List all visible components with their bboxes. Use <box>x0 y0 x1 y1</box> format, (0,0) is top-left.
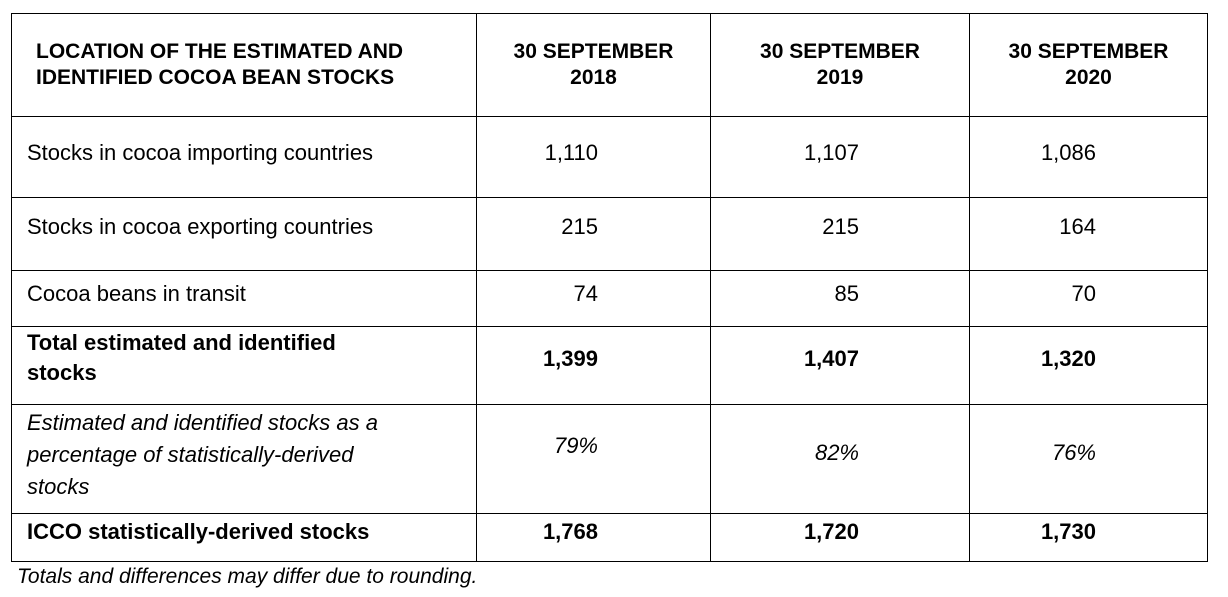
row-label-line1: Estimated and identified stocks as a <box>27 410 378 435</box>
cell-2020: 1,730 <box>969 513 1208 562</box>
cell-value: 1,768 <box>542 519 598 544</box>
header-2018-line2: 2018 <box>570 66 617 89</box>
header-2020-line2: 2020 <box>1065 66 1112 89</box>
header-2019: 30 SEPTEMBER 2019 <box>710 13 970 117</box>
header-2020: 30 SEPTEMBER 2020 <box>969 13 1208 117</box>
header-2020-line1: 30 SEPTEMBER <box>1008 40 1169 63</box>
cell-value: 1,720 <box>803 519 859 544</box>
header-location-line2: IDENTIFIED COCOA BEAN STOCKS <box>36 66 395 89</box>
cell-2020: 1,086 <box>969 116 1208 198</box>
cell-2019: 1,407 <box>710 326 970 405</box>
row-label-line3: stocks <box>27 474 90 499</box>
table-row-importing-stocks: Stocks in cocoa importing countries 1,11… <box>11 116 1208 198</box>
cell-value: 79% <box>553 433 598 458</box>
cell-2020: 76% <box>969 404 1208 514</box>
cell-2018: 215 <box>476 197 711 271</box>
cell-value: 1,086 <box>1040 140 1096 165</box>
header-2018: 30 SEPTEMBER 2018 <box>476 13 711 117</box>
table-row-icco-stocks: ICCO statistically-derived stocks 1,768 … <box>11 513 1208 562</box>
row-label: Estimated and identified stocks as a per… <box>11 404 477 514</box>
cocoa-stocks-table: LOCATION OF THE ESTIMATED AND IDENTIFIED… <box>11 13 1208 562</box>
row-label: Stocks in cocoa exporting countries <box>11 197 477 271</box>
row-label-line2: stocks <box>27 360 97 385</box>
table-row-exporting-stocks: Stocks in cocoa exporting countries 215 … <box>11 197 1208 271</box>
cell-2018: 79% <box>476 404 711 514</box>
cell-value: 1,110 <box>544 140 598 165</box>
row-label: Total estimated and identified stocks <box>11 326 477 405</box>
row-label-line2: percentage of statistically-derived <box>27 442 354 467</box>
cell-2018: 1,110 <box>476 116 711 198</box>
header-2019-line1: 30 SEPTEMBER <box>760 40 920 63</box>
cell-value: 76% <box>1051 440 1096 465</box>
cell-value: 164 <box>1059 214 1096 239</box>
cell-2020: 164 <box>969 197 1208 271</box>
cell-value: 1,107 <box>803 140 859 165</box>
cell-2020: 1,320 <box>969 326 1208 405</box>
table-row-percentage: Estimated and identified stocks as a per… <box>11 404 1208 514</box>
cell-2019: 1,107 <box>710 116 970 198</box>
header-2019-line2: 2019 <box>816 66 864 89</box>
cell-2018: 1,399 <box>476 326 711 405</box>
cell-value: 215 <box>822 214 859 239</box>
table-header-row: LOCATION OF THE ESTIMATED AND IDENTIFIED… <box>11 13 1208 117</box>
header-location-line1: LOCATION OF THE ESTIMATED AND <box>36 40 404 63</box>
cell-2019: 215 <box>710 197 970 271</box>
cell-2019: 1,720 <box>710 513 970 562</box>
cell-value: 74 <box>573 281 598 306</box>
cell-2018: 74 <box>476 270 711 327</box>
cell-value: 1,407 <box>803 346 859 371</box>
cell-value: 215 <box>561 214 598 239</box>
row-label: Cocoa beans in transit <box>11 270 477 327</box>
cell-value: 82% <box>814 440 859 465</box>
cell-2018: 1,768 <box>476 513 711 562</box>
row-label: Stocks in cocoa importing countries <box>11 116 477 198</box>
cell-2019: 85 <box>710 270 970 327</box>
cell-value: 70 <box>1071 281 1096 306</box>
cell-value: 1,399 <box>542 346 598 371</box>
table-row-total-stocks: Total estimated and identified stocks 1,… <box>11 326 1208 405</box>
row-label-line1: Total estimated and identified <box>27 330 336 355</box>
cell-value: 1,320 <box>1040 346 1096 371</box>
header-location: LOCATION OF THE ESTIMATED AND IDENTIFIED… <box>11 13 477 117</box>
cell-value: 85 <box>834 281 859 306</box>
table-row-in-transit: Cocoa beans in transit 74 85 70 <box>11 270 1208 327</box>
table-footnote: Totals and differences may differ due to… <box>17 565 478 588</box>
header-2018-line1: 30 SEPTEMBER <box>513 40 674 63</box>
cell-value: 1,730 <box>1040 519 1096 544</box>
row-label: ICCO statistically-derived stocks <box>11 513 477 562</box>
cell-2020: 70 <box>969 270 1208 327</box>
cell-2019: 82% <box>710 404 970 514</box>
